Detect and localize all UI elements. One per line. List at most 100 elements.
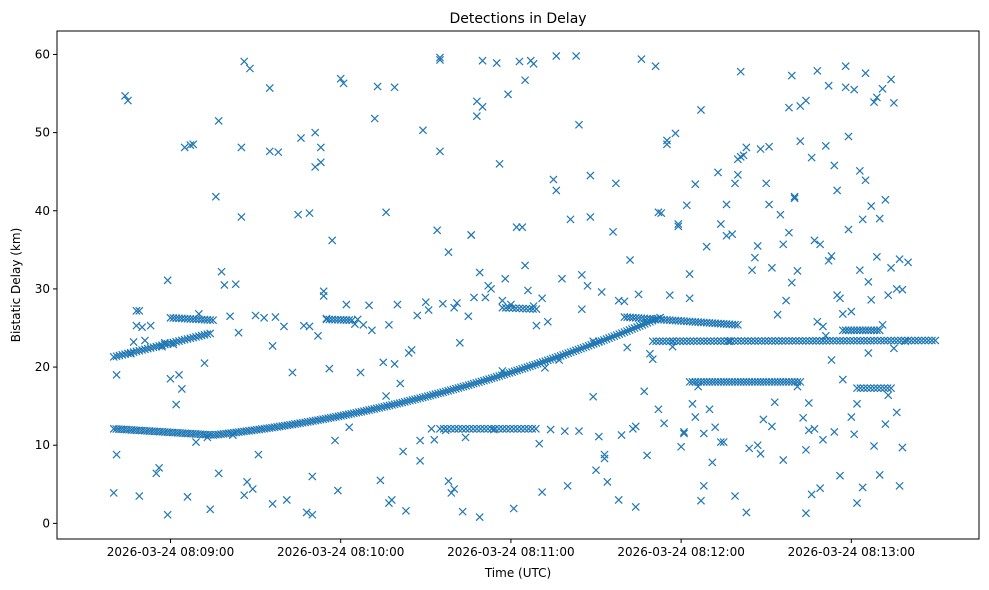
detection-marker <box>898 285 907 294</box>
detection-marker <box>867 326 876 335</box>
detection-marker <box>489 425 498 434</box>
detection-marker <box>206 329 215 338</box>
detection-marker <box>808 336 817 345</box>
detection-marker <box>528 424 537 433</box>
detection-marker <box>444 248 453 257</box>
detection-marker <box>243 477 252 486</box>
detection-marker <box>861 69 870 78</box>
detection-marker <box>426 391 435 400</box>
detection-marker <box>731 320 740 329</box>
detection-marker <box>696 377 706 386</box>
detection-marker <box>574 120 584 129</box>
detection-marker <box>518 223 527 232</box>
detection-marker <box>876 384 885 393</box>
x-tick-label: 2026-03-24 08:09:00 <box>107 545 234 559</box>
detection-marker <box>538 358 547 367</box>
detection-marker <box>739 151 748 160</box>
detection-marker <box>921 336 930 345</box>
detection-marker <box>472 378 481 387</box>
detection-marker <box>390 400 399 409</box>
detection-marker <box>546 355 555 364</box>
detection-marker <box>699 429 708 438</box>
detection-marker <box>782 377 791 386</box>
detection-marker <box>733 320 742 329</box>
detection-marker <box>844 132 853 141</box>
detection-marker <box>904 258 913 267</box>
detection-marker <box>821 141 830 150</box>
detection-marker <box>370 114 379 123</box>
detection-marker <box>476 424 485 433</box>
detection-marker <box>450 303 459 312</box>
detection-marker <box>395 399 404 408</box>
detection-marker <box>781 336 790 345</box>
detection-marker <box>464 381 473 390</box>
detection-marker <box>548 354 557 363</box>
detection-marker <box>705 405 714 414</box>
detection-marker <box>887 336 896 345</box>
detection-marker <box>750 253 759 262</box>
detection-marker <box>265 84 274 93</box>
detection-marker <box>638 320 647 329</box>
detection-marker <box>893 336 902 345</box>
detection-marker <box>771 336 780 345</box>
detection-marker <box>725 377 734 386</box>
detection-marker <box>538 294 547 303</box>
detection-marker <box>279 322 288 331</box>
detection-marker <box>711 423 720 432</box>
detection-marker <box>316 158 325 167</box>
detection-marker <box>750 377 759 386</box>
detection-marker <box>931 336 940 345</box>
detection-marker <box>887 384 896 393</box>
detection-marker <box>779 240 788 249</box>
detection-marker <box>784 336 793 345</box>
detection-marker <box>535 439 544 448</box>
detection-marker <box>572 51 581 61</box>
detection-marker <box>883 384 892 393</box>
detection-marker <box>873 384 882 393</box>
detection-marker <box>211 192 220 201</box>
detection-marker <box>875 214 884 223</box>
detection-marker <box>492 59 501 68</box>
detection-marker <box>694 382 703 391</box>
detection-marker <box>597 336 606 346</box>
detection-marker <box>790 194 799 203</box>
detection-marker <box>112 450 121 459</box>
detection-marker <box>302 508 311 517</box>
detection-marker <box>416 436 425 445</box>
detection-marker <box>477 377 486 386</box>
detection-marker <box>450 424 459 433</box>
detection-marker <box>748 266 757 275</box>
detection-marker <box>109 488 118 497</box>
detection-marker <box>605 334 614 343</box>
detection-marker <box>731 179 740 188</box>
detection-marker <box>852 499 862 508</box>
detection-marker <box>424 305 433 315</box>
detection-marker <box>248 484 257 494</box>
detection-marker <box>643 451 652 460</box>
detection-marker <box>532 321 541 330</box>
detection-marker <box>450 484 459 494</box>
detection-marker <box>675 337 685 346</box>
detection-marker <box>703 337 712 346</box>
detection-marker <box>852 384 862 393</box>
detection-marker <box>631 502 640 511</box>
detection-marker <box>764 336 773 345</box>
detection-marker <box>433 389 443 398</box>
y-tick-label: 60 <box>35 47 50 61</box>
x-tick-label: 2026-03-24 08:10:00 <box>277 545 404 559</box>
detection-marker <box>914 336 923 345</box>
detection-marker <box>521 261 530 270</box>
detection-marker <box>844 225 853 234</box>
detection-marker <box>770 377 779 386</box>
detection-marker <box>449 385 458 394</box>
detection-marker <box>564 349 573 358</box>
detection-marker <box>367 326 376 335</box>
detection-marker <box>474 378 483 387</box>
detection-marker <box>742 377 751 386</box>
detection-marker <box>410 395 420 404</box>
y-tick-label: 40 <box>35 204 50 218</box>
detection-marker <box>469 379 478 388</box>
detection-marker <box>515 304 524 313</box>
detection-marker <box>745 377 754 386</box>
detection-marker <box>733 377 742 386</box>
